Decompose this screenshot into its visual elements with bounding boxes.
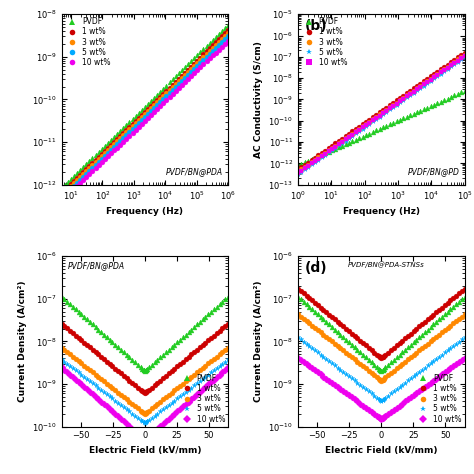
Y-axis label: Current Density (A/cm²): Current Density (A/cm²) bbox=[254, 281, 263, 402]
Text: PVDF/BN@PDA-STNSs: PVDF/BN@PDA-STNSs bbox=[348, 261, 425, 268]
Text: PVDF/BN@PDA: PVDF/BN@PDA bbox=[68, 261, 126, 270]
Y-axis label: Current Density (A/cm²): Current Density (A/cm²) bbox=[18, 281, 27, 402]
Y-axis label: AC Conductivity (S/cm): AC Conductivity (S/cm) bbox=[254, 41, 263, 158]
Legend: PVDF, 1 wt%, 3 wt%, 5 wt%, 10 wt%: PVDF, 1 wt%, 3 wt%, 5 wt%, 10 wt% bbox=[178, 373, 226, 424]
Text: PVDF/BN@PDA: PVDF/BN@PDA bbox=[166, 167, 223, 176]
Legend: PVDF, 1 wt%, 3 wt%, 5 wt%, 10 wt%: PVDF, 1 wt%, 3 wt%, 5 wt%, 10 wt% bbox=[301, 17, 348, 68]
Text: (d): (d) bbox=[305, 261, 328, 275]
Legend: PVDF, 1 wt%, 3 wt%, 5 wt%, 10 wt%: PVDF, 1 wt%, 3 wt%, 5 wt%, 10 wt% bbox=[415, 373, 462, 424]
Text: (b): (b) bbox=[305, 19, 328, 33]
Legend: PVDF, 1 wt%, 3 wt%, 5 wt%, 10 wt%: PVDF, 1 wt%, 3 wt%, 5 wt%, 10 wt% bbox=[64, 17, 111, 68]
Text: PVDF/BN@PD: PVDF/BN@PD bbox=[408, 167, 459, 176]
X-axis label: Electric Field (kV/mm): Electric Field (kV/mm) bbox=[89, 446, 201, 455]
X-axis label: Frequency (Hz): Frequency (Hz) bbox=[343, 208, 420, 217]
X-axis label: Frequency (Hz): Frequency (Hz) bbox=[106, 208, 183, 217]
X-axis label: Electric Field (kV/mm): Electric Field (kV/mm) bbox=[325, 446, 438, 455]
